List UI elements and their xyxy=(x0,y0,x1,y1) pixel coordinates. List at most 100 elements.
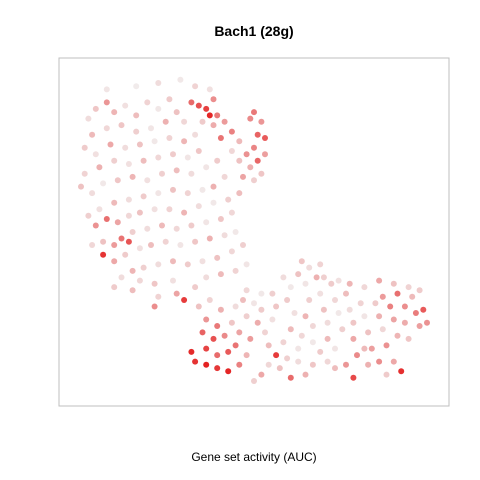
data-point xyxy=(416,323,423,329)
data-point xyxy=(258,290,265,297)
data-point xyxy=(136,277,143,284)
data-point xyxy=(251,300,257,307)
data-point xyxy=(394,290,401,297)
data-point xyxy=(89,242,96,248)
data-point xyxy=(401,319,408,326)
data-point xyxy=(368,345,375,352)
data-point xyxy=(258,371,265,378)
data-point xyxy=(144,177,151,184)
data-point xyxy=(412,310,419,316)
data-point xyxy=(188,348,195,355)
data-point xyxy=(96,164,103,171)
data-point xyxy=(221,118,228,125)
data-point xyxy=(89,131,96,138)
data-point xyxy=(265,361,272,368)
data-point xyxy=(287,284,294,291)
data-point xyxy=(184,190,191,197)
data-point xyxy=(166,96,173,103)
data-point xyxy=(247,164,254,171)
data-point xyxy=(214,365,221,372)
data-point xyxy=(192,238,199,245)
data-point xyxy=(383,342,390,349)
data-point xyxy=(192,83,199,90)
data-point xyxy=(92,105,99,112)
data-point xyxy=(228,248,235,255)
data-point xyxy=(92,151,99,158)
data-point xyxy=(111,157,118,164)
data-point xyxy=(155,105,162,112)
data-point xyxy=(346,306,353,313)
data-point xyxy=(133,83,140,90)
data-point xyxy=(177,76,184,83)
data-point xyxy=(214,323,221,329)
data-point xyxy=(320,274,327,281)
data-point xyxy=(240,297,246,303)
data-point xyxy=(173,109,180,116)
data-point xyxy=(148,125,154,132)
data-point xyxy=(118,235,125,242)
data-point xyxy=(243,352,250,359)
data-point xyxy=(372,300,379,307)
data-point xyxy=(151,138,158,145)
data-point xyxy=(221,332,228,339)
data-point xyxy=(225,368,232,375)
data-point xyxy=(100,251,107,258)
data-point xyxy=(243,313,250,320)
data-point xyxy=(151,303,158,310)
data-point xyxy=(265,342,272,349)
data-point xyxy=(398,368,405,375)
data-point xyxy=(339,326,346,333)
data-point xyxy=(416,287,423,294)
data-point xyxy=(159,170,165,177)
data-point xyxy=(140,157,147,164)
data-point xyxy=(405,284,412,291)
data-point xyxy=(170,277,176,284)
data-point xyxy=(298,258,305,265)
data-point xyxy=(125,196,132,203)
data-point xyxy=(103,86,110,93)
data-point xyxy=(295,271,302,278)
data-point xyxy=(306,264,313,271)
data-point xyxy=(258,306,265,313)
data-point xyxy=(199,118,206,125)
data-point xyxy=(173,167,180,174)
data-point xyxy=(103,99,110,106)
data-point xyxy=(96,206,103,213)
data-point xyxy=(335,310,342,316)
data-point xyxy=(85,212,92,219)
data-point xyxy=(217,216,224,222)
data-point xyxy=(258,118,265,125)
data-point xyxy=(387,303,394,310)
data-point xyxy=(136,245,143,252)
data-point xyxy=(188,170,195,177)
data-point xyxy=(114,219,121,226)
data-point xyxy=(214,157,221,164)
data-point xyxy=(251,378,257,384)
data-point xyxy=(320,306,327,313)
data-point xyxy=(376,358,383,365)
data-point xyxy=(155,261,162,268)
data-point xyxy=(166,206,173,213)
data-point xyxy=(217,135,224,141)
data-point xyxy=(111,242,118,248)
data-point xyxy=(151,280,158,287)
data-point xyxy=(206,112,213,119)
data-point xyxy=(203,164,210,171)
data-point xyxy=(159,222,165,229)
data-point xyxy=(324,335,331,342)
data-point xyxy=(125,212,132,219)
data-point xyxy=(298,332,305,339)
data-point xyxy=(228,209,235,216)
data-point xyxy=(254,157,261,164)
data-point xyxy=(247,335,254,342)
data-point xyxy=(111,284,118,291)
data-point xyxy=(390,316,397,323)
data-point xyxy=(155,154,162,161)
data-point xyxy=(379,326,386,333)
data-point xyxy=(365,361,372,368)
data-point xyxy=(291,310,298,316)
data-point xyxy=(203,105,210,112)
data-point xyxy=(195,102,202,109)
data-point xyxy=(350,335,357,342)
data-point xyxy=(254,131,261,138)
